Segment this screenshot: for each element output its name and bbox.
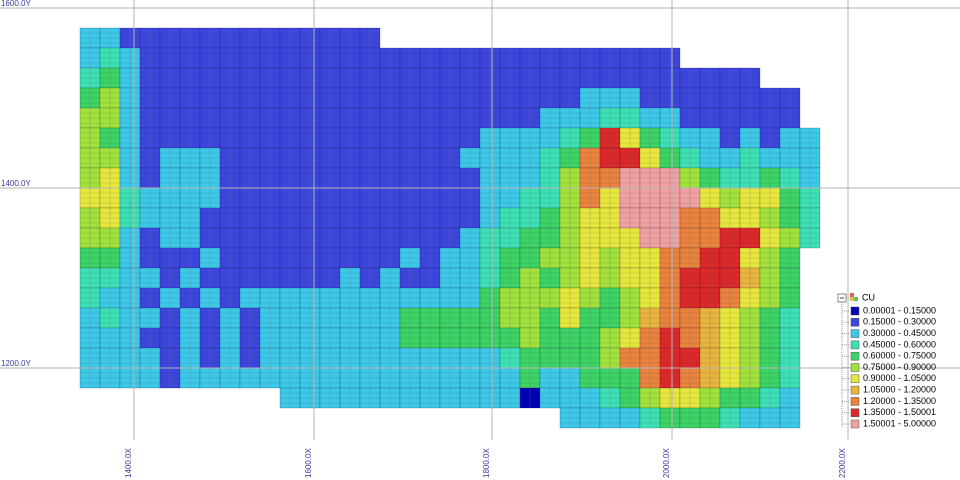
y-label: 1600.0Y: [1, 0, 31, 8]
legend-swatch: [850, 306, 860, 316]
legend-swatch: [850, 318, 860, 327]
x-label: 2000.0X: [662, 448, 671, 478]
legend-title: CU: [862, 292, 875, 302]
legend[interactable]: CU 0.00001 - 0.15000 0.15000 - 0.300000.3…: [837, 292, 936, 429]
legend-label: 1.05000 - 1.20000: [863, 384, 936, 394]
legend-label: 0.60000 - 0.75000: [863, 351, 936, 361]
axis-labels: 1600.0Y 1400.0Y 1200.0Y 1400.0X 1600.0X 1800.…: [1, 0, 847, 478]
layer-icon: [850, 297, 854, 301]
axis-lines: [0, 0, 960, 440]
legend-swatch: [850, 351, 860, 361]
legend-swatch: [850, 340, 860, 350]
x-label: 1600.0X: [304, 448, 313, 478]
legend-swatch: [850, 329, 860, 338]
legend-swatch: [850, 397, 860, 406]
legend-swatch: [850, 374, 860, 384]
legend-swatch: [850, 408, 860, 417]
legend-label: 1.35000 - 1.50001: [863, 407, 936, 417]
legend-label: 0.15000 - 0.30000: [863, 317, 936, 327]
legend-label: 1.50001 - 5.00000: [863, 418, 936, 428]
legend-swatch: [850, 363, 860, 372]
layer-icon: [850, 293, 854, 297]
legend-swatch: [850, 419, 860, 429]
layer-icon: [854, 297, 858, 301]
legend-label: 0.30000 - 0.45000: [863, 328, 936, 338]
block-grid: [79, 27, 821, 429]
legend-swatch: [850, 385, 860, 395]
legend-label: 0.00001 - 0.15000: [863, 305, 936, 315]
y-label: 1400.0Y: [1, 179, 31, 188]
x-label: 2200.0X: [838, 448, 847, 478]
legend-label: 0.75000 - 0.90000: [863, 362, 936, 372]
legend-label: 0.90000 - 1.05000: [863, 373, 936, 383]
legend-label: 1.20000 - 1.35000: [863, 396, 936, 406]
x-label: 1400.0X: [124, 448, 133, 478]
x-label: 1800.0X: [482, 448, 491, 478]
y-label: 1200.0Y: [1, 359, 31, 368]
legend-label: 0.45000 - 0.60000: [863, 339, 936, 349]
